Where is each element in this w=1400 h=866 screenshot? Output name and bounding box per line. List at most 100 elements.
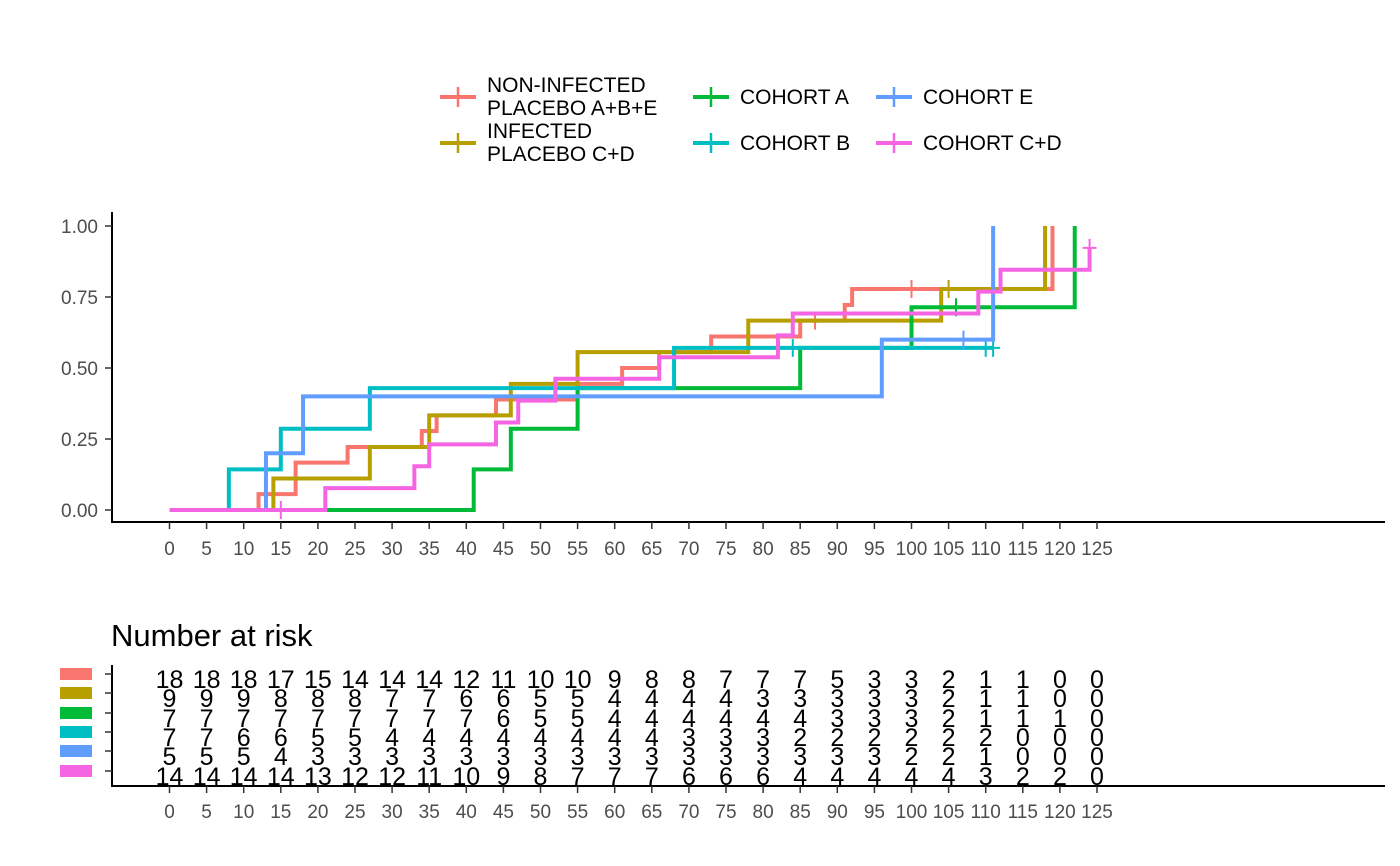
risk-cell: 4 [571, 724, 585, 752]
series-line-1 [169, 226, 1048, 512]
x-tick-label: 45 [493, 539, 514, 560]
risk-x-tick-label: 80 [753, 802, 774, 823]
risk-cell: 3 [719, 724, 733, 752]
risk-cell: 10 [564, 666, 592, 694]
x-tick-label: 65 [641, 539, 662, 560]
risk-cell: 7 [459, 705, 473, 733]
x-tick-label: 60 [604, 539, 625, 560]
risk-cell: 3 [979, 763, 993, 791]
risk-cell: 2 [942, 685, 956, 713]
risk-row-swatch-5 [60, 765, 92, 777]
censor-mark-0-1 [904, 280, 919, 299]
risk-cell: 1 [1016, 685, 1030, 713]
legend-label: COHORT C+D [923, 132, 1062, 155]
risk-cell: 2 [942, 666, 956, 694]
legend-label: COHORT E [923, 86, 1033, 109]
risk-cell: 18 [156, 666, 184, 694]
legend-label-line: PLACEBO C+D [487, 143, 635, 166]
risk-cell: 5 [237, 743, 251, 771]
x-tick-label: 55 [567, 539, 588, 560]
y-tick-label: 0.00 [61, 501, 98, 522]
risk-cell: 4 [793, 763, 807, 791]
legend-label: INFECTED PLACEBO C+D [487, 120, 635, 166]
risk-cell: 5 [534, 685, 548, 713]
y-tick-label: 0.75 [61, 288, 98, 309]
risk-cell: 7 [756, 666, 770, 694]
legend-label: NON-INFECTED PLACEBO A+B+E [487, 74, 657, 120]
risk-x-tick-label: 0 [164, 802, 175, 823]
risk-cell: 0 [1053, 743, 1067, 771]
risk-cell: 4 [385, 724, 399, 752]
x-tick-label: 115 [1008, 539, 1038, 560]
y-tick-label: 0.50 [61, 359, 98, 380]
x-tick-label: 25 [344, 539, 365, 560]
risk-cell: 0 [1090, 705, 1104, 733]
risk-cell: 2 [979, 724, 993, 752]
risk-cell: 4 [645, 724, 659, 752]
main-plot: 0.00 0.25 0.50 0.75 1.00 0 5 10 15 20 25 30 35 40 45 50… [61, 212, 1385, 560]
risk-cell: 4 [867, 763, 881, 791]
risk-x-tick-label: 85 [790, 802, 811, 823]
risk-cell: 7 [163, 705, 177, 733]
risk-cell: 4 [459, 724, 473, 752]
risk-cell: 5 [830, 666, 844, 694]
risk-cell: 4 [719, 705, 733, 733]
x-tick-label: 80 [753, 539, 774, 560]
risk-cell: 3 [756, 685, 770, 713]
risk-cell: 3 [682, 724, 696, 752]
risk-cell: 0 [1016, 743, 1030, 771]
risk-cell: 1 [1016, 705, 1030, 733]
risk-cell: 7 [422, 685, 436, 713]
censor-mark-3-0 [785, 338, 800, 357]
risk-cell: 9 [496, 763, 510, 791]
risk-x-tick-label: 120 [1044, 802, 1076, 823]
risk-cell: 3 [348, 743, 362, 771]
x-tick-label: 5 [201, 539, 212, 560]
risk-cell: 4 [608, 705, 622, 733]
risk-row-swatch-3 [60, 726, 92, 738]
x-tick-label: 35 [419, 539, 440, 560]
legend-item-5: COHORT C+D [876, 132, 1062, 155]
risk-x-tick-label: 70 [678, 802, 699, 823]
risk-x-tick-label: 90 [827, 802, 848, 823]
risk-cell: 9 [163, 685, 177, 713]
legend-item-2: COHORT A [693, 86, 849, 109]
x-tick-label: 120 [1044, 539, 1076, 560]
x-tick-label: 90 [827, 539, 848, 560]
risk-x-tick-label: 15 [270, 802, 291, 823]
censor-mark-4-0 [956, 330, 971, 349]
risk-cell: 3 [756, 724, 770, 752]
risk-cell: 2 [942, 705, 956, 733]
risk-cell: 3 [571, 743, 585, 771]
risk-cell: 14 [415, 666, 443, 694]
risk-cell: 8 [348, 685, 362, 713]
risk-cell: 4 [608, 685, 622, 713]
risk-x-tick-label: 65 [641, 802, 662, 823]
risk-cell: 4 [534, 724, 548, 752]
risk-cell: 0 [1090, 763, 1104, 791]
risk-cell: 3 [905, 685, 919, 713]
risk-x-tick-label: 5 [201, 802, 212, 823]
legend-label: COHORT A [740, 86, 849, 109]
risk-cell: 0 [1090, 743, 1104, 771]
risk-cell: 7 [311, 705, 325, 733]
x-tick-label: 30 [382, 539, 403, 560]
risk-cell: 7 [274, 705, 288, 733]
risk-cell: 2 [905, 743, 919, 771]
risk-cell: 2 [942, 724, 956, 752]
risk-cell: 0 [1016, 724, 1030, 752]
risk-cell: 4 [496, 724, 510, 752]
risk-cell: 9 [200, 685, 214, 713]
risk-cell: 4 [608, 724, 622, 752]
risk-cell: 1 [1016, 666, 1030, 694]
risk-cell: 4 [645, 685, 659, 713]
risk-cell: 3 [830, 685, 844, 713]
risk-cell: 7 [385, 705, 399, 733]
risk-cell: 3 [496, 743, 510, 771]
risk-cell: 5 [163, 743, 177, 771]
risk-cell: 4 [682, 685, 696, 713]
series-line-0 [169, 226, 1055, 512]
risk-cell: 6 [237, 724, 251, 752]
risk-cell: 1 [979, 705, 993, 733]
risk-cell: 7 [719, 666, 733, 694]
